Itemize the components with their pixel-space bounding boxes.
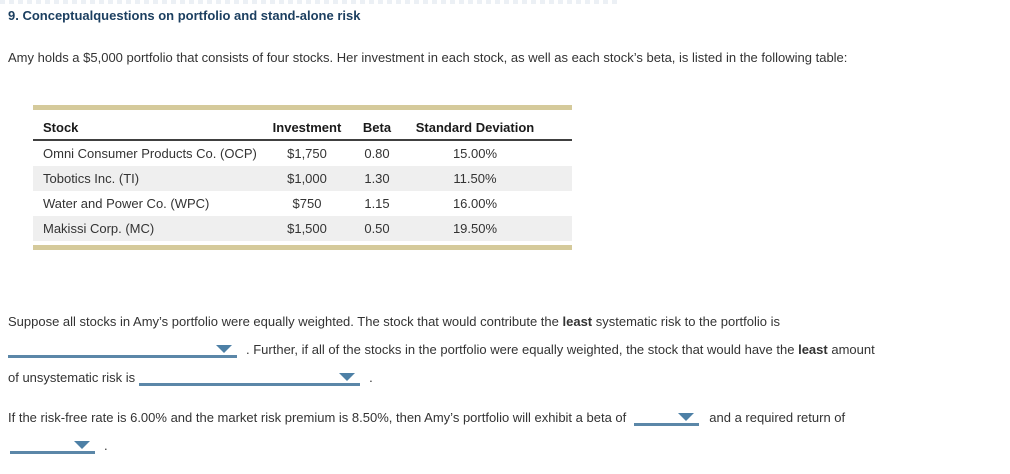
dropdown-arrow-icon bbox=[216, 345, 232, 353]
std-dev-cell: 19.50% bbox=[402, 216, 572, 241]
table-top-accent-bar bbox=[33, 105, 572, 110]
stock-name-cell: Tobotics Inc. (TI) bbox=[33, 166, 262, 191]
dropdown-arrow-icon bbox=[339, 373, 356, 381]
q2-text: and a required return of bbox=[709, 410, 846, 425]
q1-bold-least: least bbox=[798, 342, 828, 357]
investment-table-container: Stock Investment Beta Standard Deviation… bbox=[33, 105, 572, 250]
std-dev-cell: 11.50% bbox=[402, 166, 572, 191]
beta-cell: 0.50 bbox=[352, 216, 402, 241]
q1-text: systematic risk to the portfolio is bbox=[592, 314, 780, 329]
dropdown-portfolio-beta[interactable] bbox=[634, 408, 700, 426]
table-bottom-accent-bar bbox=[33, 245, 572, 250]
beta-cell: 1.15 bbox=[364, 196, 390, 211]
question-beta-required-return: If the risk-free rate is 6.00% and the m… bbox=[8, 404, 845, 460]
q2-line1: If the risk-free rate is 6.00% and the m… bbox=[8, 404, 845, 432]
q1-text: of unsystematic risk is bbox=[8, 370, 136, 385]
q1-line1: Suppose all stocks in Amy’s portfolio we… bbox=[8, 308, 875, 336]
table-row: Water and Power Co. (WPC) $750 1.15 16.0… bbox=[33, 191, 572, 216]
q1-line3: of unsystematic risk is. bbox=[8, 364, 875, 392]
investment-cell: $1,750 bbox=[287, 146, 327, 161]
page-title: 9. Conceptualquestions on portfolio and … bbox=[8, 8, 361, 23]
table-row: Omni Consumer Products Co. (OCP) $1,750 … bbox=[33, 140, 572, 166]
column-header-beta: Beta bbox=[352, 116, 402, 141]
dropdown-least-systematic-risk[interactable] bbox=[8, 340, 237, 358]
investment-table: Stock Investment Beta Standard Deviation… bbox=[33, 116, 572, 241]
clipped-previous-line bbox=[0, 0, 620, 4]
beta-cell: 1.30 bbox=[352, 166, 402, 191]
intro-text: Amy holds a $5,000 portfolio that consis… bbox=[8, 50, 848, 65]
column-header-stock: Stock bbox=[33, 116, 262, 141]
q1-line2: . Further, if all of the stocks in the p… bbox=[8, 336, 875, 364]
stock-name-cell: Omni Consumer Products Co. (OCP) bbox=[43, 146, 257, 161]
column-header-investment: Investment bbox=[262, 116, 352, 141]
investment-cell: $1,500 bbox=[262, 216, 352, 241]
q1-period: . bbox=[369, 370, 373, 385]
beta-cell: 0.80 bbox=[364, 146, 390, 161]
q1-text: Suppose all stocks in Amy’s portfolio we… bbox=[8, 314, 563, 329]
dropdown-arrow-icon bbox=[74, 441, 90, 449]
q2-period: . bbox=[104, 438, 108, 453]
table-header-row: Stock Investment Beta Standard Deviation bbox=[33, 116, 572, 141]
dropdown-required-return[interactable] bbox=[10, 436, 95, 454]
column-header-standard-deviation: Standard Deviation bbox=[402, 116, 572, 141]
question-systematic-unsystematic-risk: Suppose all stocks in Amy’s portfolio we… bbox=[8, 308, 875, 392]
q1-text: . Further, if all of the stocks in the p… bbox=[246, 342, 799, 357]
stock-name-cell: Water and Power Co. (WPC) bbox=[43, 196, 210, 211]
q1-bold-least: least bbox=[562, 314, 593, 329]
table-row: Makissi Corp. (MC) $1,500 0.50 19.50% bbox=[33, 216, 572, 241]
q1-text: amount bbox=[827, 342, 875, 357]
dropdown-least-unsystematic-risk[interactable] bbox=[139, 368, 361, 386]
std-dev-cell: 15.00% bbox=[452, 146, 498, 161]
std-dev-cell: 16.00% bbox=[452, 196, 498, 211]
q2-line2: . bbox=[8, 432, 845, 460]
table-row: Tobotics Inc. (TI) $1,000 1.30 11.50% bbox=[33, 166, 572, 191]
investment-cell: $1,000 bbox=[262, 166, 352, 191]
stock-name-cell: Makissi Corp. (MC) bbox=[33, 216, 262, 241]
investment-cell: $750 bbox=[292, 196, 322, 211]
dropdown-arrow-icon bbox=[678, 413, 695, 421]
q2-text: If the risk-free rate is 6.00% and the m… bbox=[8, 410, 627, 425]
